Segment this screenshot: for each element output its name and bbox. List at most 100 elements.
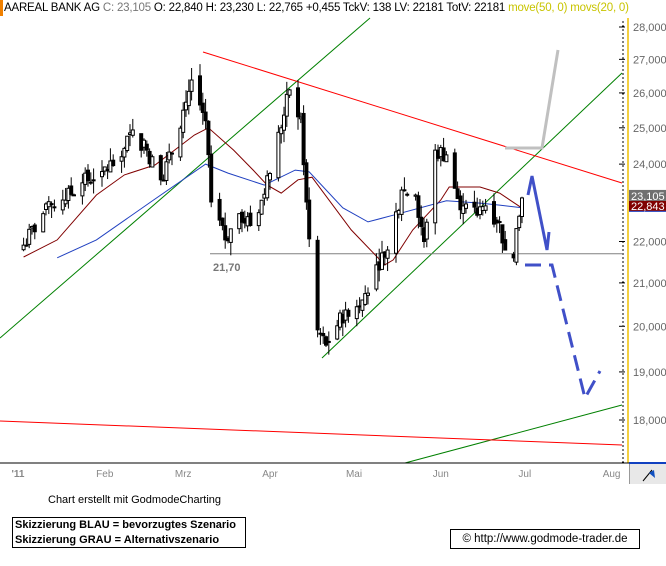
candle: [170, 152, 174, 166]
candle-body: [500, 224, 505, 244]
candle: [228, 228, 233, 256]
candle-body: [441, 147, 446, 162]
draw-tool-button[interactable]: [629, 464, 666, 484]
candle-body: [170, 152, 174, 155]
candle-body: [461, 205, 466, 214]
trendline-green-lower: [321, 72, 623, 359]
candle-body: [24, 244, 29, 247]
candle: [321, 326, 326, 344]
legend-blue: Skizzierung BLAU = bevorzugtes Szenario: [15, 519, 236, 531]
candle: [200, 92, 205, 125]
y-tick-label: 25,000: [633, 123, 666, 135]
y-tick-label: 24,000: [633, 159, 666, 171]
candle: [301, 105, 306, 176]
candle: [248, 205, 253, 227]
candle-body: [158, 155, 163, 181]
candle-body: [335, 325, 340, 340]
candle: [335, 319, 340, 341]
candle: [419, 205, 424, 236]
candle: [287, 88, 292, 98]
last-price-box: [629, 189, 666, 201]
candle: [63, 187, 68, 207]
candle-body: [416, 195, 421, 218]
candle: [374, 253, 379, 292]
candle: [220, 217, 225, 231]
copyright-link[interactable]: © http://www.godmode-trader.de: [450, 529, 640, 549]
candle-body: [268, 173, 272, 181]
candle-body: [27, 228, 32, 245]
candle-body: [223, 225, 228, 241]
candle-body: [402, 189, 407, 192]
candle: [158, 154, 163, 186]
candle-body: [346, 309, 351, 317]
candle: [284, 81, 289, 127]
candle-body: [108, 160, 113, 173]
candle-body: [301, 112, 306, 166]
y-tick-label: 18,000: [633, 415, 666, 427]
candle-body: [111, 159, 116, 167]
candle-body: [276, 131, 281, 179]
candle: [520, 196, 524, 224]
candle-body: [374, 264, 379, 290]
candle-body: [209, 153, 214, 203]
candle: [346, 308, 351, 323]
candle-body: [63, 199, 68, 205]
candle: [279, 124, 284, 144]
candle: [49, 201, 54, 218]
candle: [119, 150, 124, 173]
candle: [209, 145, 214, 208]
candle: [363, 285, 368, 306]
symbol-name: AAREAL BANK AG: [4, 2, 100, 14]
candle: [88, 172, 93, 185]
candle-body: [284, 93, 289, 117]
y-tick-label: 19,000: [633, 367, 666, 379]
candle: [125, 135, 130, 153]
candle-body: [217, 198, 222, 221]
candle: [111, 154, 116, 167]
candle-body: [497, 221, 502, 224]
support-label: 21,70: [213, 262, 241, 274]
y-tick-label: 27,000: [633, 54, 666, 66]
candle-body: [119, 156, 124, 162]
candle: [452, 148, 457, 189]
candle-body: [279, 127, 284, 135]
candle: [282, 106, 286, 143]
candle-body: [144, 143, 149, 151]
ohlc-values: O: 22,840 H: 23,230 L: 22,765 +0,455 Tck…: [153, 2, 506, 14]
legend-gray: Skizzierung GRAU = Alternativszenario: [15, 534, 220, 546]
candle-body: [186, 90, 191, 107]
candle-body: [88, 181, 93, 184]
candle: [354, 299, 359, 327]
candle: [315, 235, 320, 338]
candle-body: [220, 217, 225, 226]
candle: [296, 80, 300, 130]
candle-body: [380, 252, 384, 270]
y-tick-label: 21,000: [633, 278, 666, 290]
candle-body: [399, 189, 404, 215]
candle-body: [206, 120, 211, 156]
candle-body: [122, 147, 127, 158]
candle-body: [287, 89, 292, 96]
candle-body: [164, 161, 169, 181]
candle: [265, 170, 270, 201]
candle: [108, 148, 113, 173]
candle: [178, 125, 183, 161]
candle: [181, 102, 186, 139]
candle: [394, 202, 398, 263]
candle-body: [464, 203, 468, 209]
y-tick-label: 22,000: [633, 237, 666, 249]
candle: [256, 209, 261, 232]
candle: [464, 199, 468, 214]
x-tick-label: '11: [12, 469, 25, 480]
ma20-price-box: [629, 200, 666, 211]
candle-body: [394, 211, 398, 254]
candle: [461, 193, 466, 225]
y-tick-label: 26,000: [633, 88, 666, 100]
ma20-price-label: 22,843: [631, 201, 665, 213]
candle: [483, 198, 488, 214]
x-tick-label: Mai: [346, 469, 362, 480]
price-chart[interactable]: 28,000 27,000 26,000 25,000 24,000 22,000 21,0…: [0, 0, 666, 500]
candle-body: [256, 212, 261, 227]
candle-body: [520, 197, 524, 218]
candle-body: [452, 152, 457, 189]
